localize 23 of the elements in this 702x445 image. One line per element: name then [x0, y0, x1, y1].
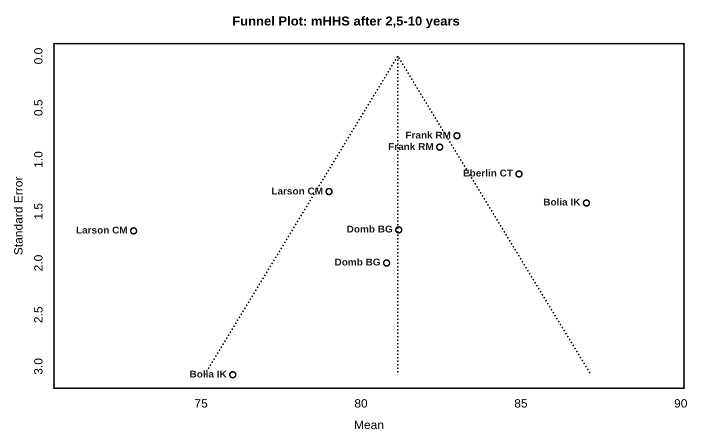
- y-tick-label: 2.0: [31, 254, 46, 272]
- data-label: Larson CM: [76, 226, 128, 237]
- data-label: Domb BG: [346, 224, 393, 236]
- data-label: Frank RM: [405, 130, 451, 142]
- x-tick-label: 80: [354, 396, 368, 411]
- data-label: Bolia IK: [543, 198, 582, 209]
- x-axis-title: Mean: [354, 418, 384, 432]
- y-tick-label: 1.5: [31, 202, 46, 220]
- data-label: Domb BG: [334, 258, 381, 269]
- data-label: Bolia IK: [190, 369, 228, 380]
- y-axis-title: Standard Error: [12, 176, 26, 256]
- y-tick-label: 1.0: [31, 150, 46, 168]
- data-label: Eberlin CT: [462, 168, 513, 180]
- y-tick-label: 3.0: [31, 358, 46, 375]
- x-tick-label: 85: [514, 396, 528, 411]
- chart-title: Funnel Plot: mHHS after 2,5-10 years: [232, 13, 460, 28]
- y-tick-label: 0.0: [31, 47, 46, 64]
- x-tick-label: 90: [674, 396, 688, 411]
- data-label: Larson CM: [271, 186, 324, 198]
- y-tick-label: 0.5: [31, 99, 46, 116]
- x-tick-label: 75: [194, 396, 208, 411]
- y-tick-label: 2.5: [31, 306, 46, 324]
- data-label: Frank RM: [388, 142, 434, 153]
